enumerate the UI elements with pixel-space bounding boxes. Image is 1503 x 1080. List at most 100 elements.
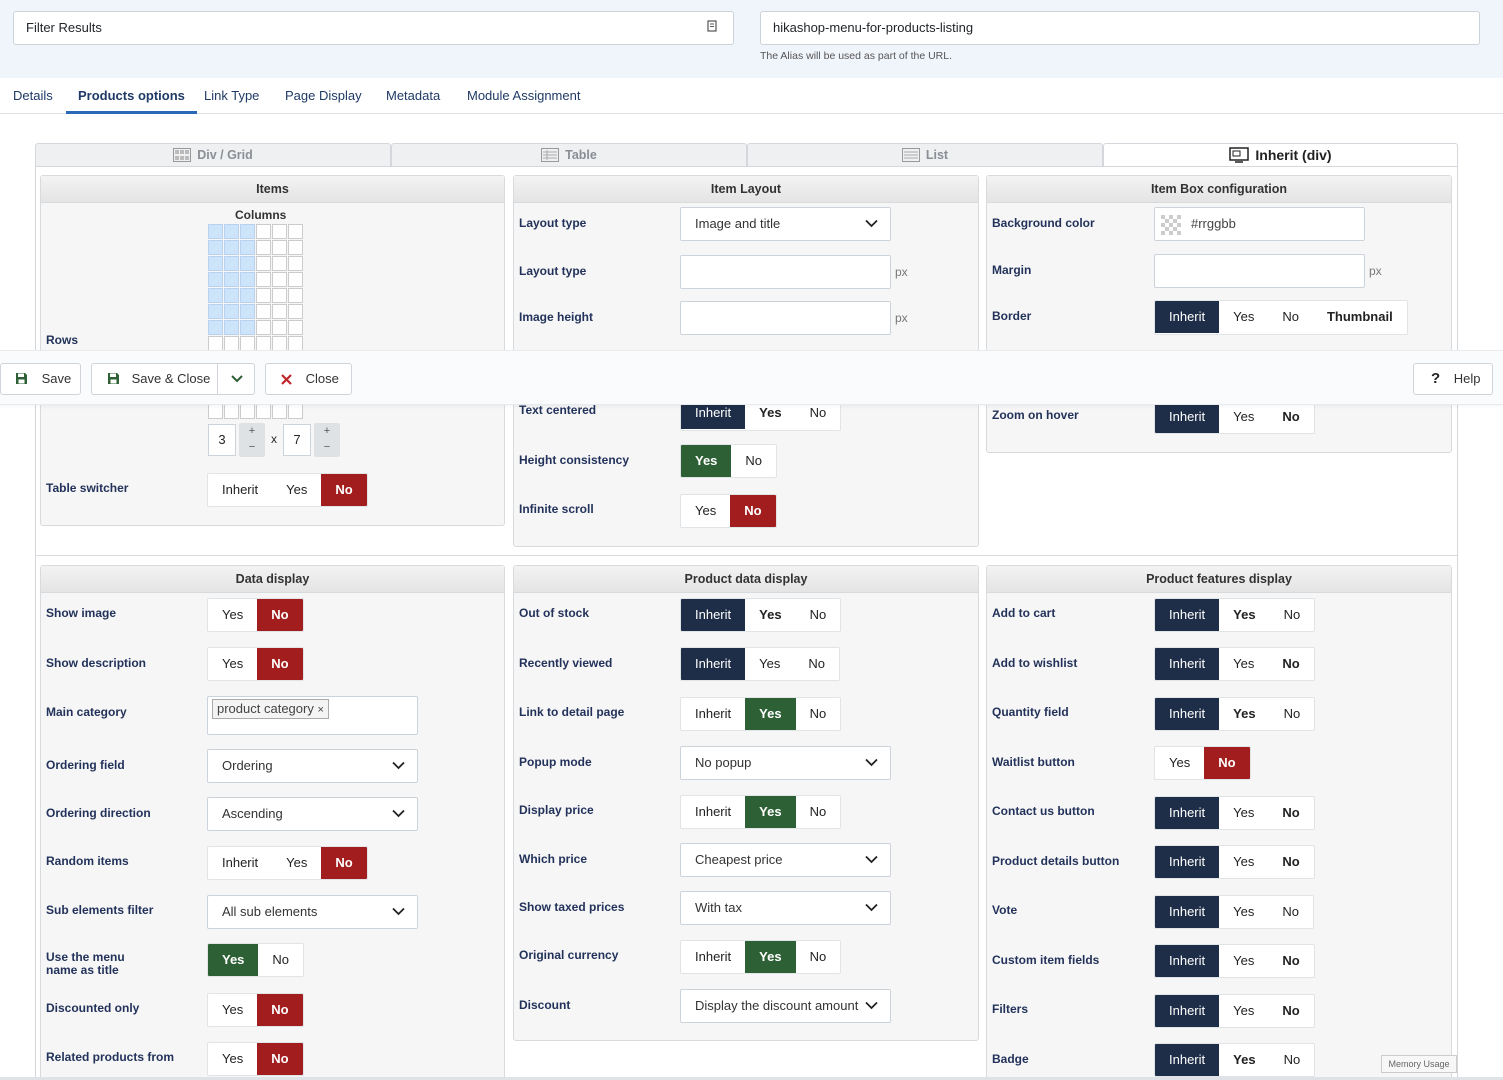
option-yes[interactable]: Yes	[222, 1051, 244, 1066]
columns-rows-grid[interactable]	[208, 224, 304, 352]
option-inherit[interactable]: Inherit	[681, 648, 746, 680]
option-yes[interactable]: Yes	[222, 656, 244, 671]
discount-select[interactable]: Display the discount amount	[680, 989, 891, 1023]
tab-details[interactable]: Details	[13, 88, 53, 103]
option-thumbnail[interactable]: Thumbnail	[1326, 309, 1393, 324]
background-color-input[interactable]: #rrggbb	[1154, 207, 1365, 241]
table-switcher-toggle[interactable]: Inherit Yes No	[207, 473, 368, 507]
option-no[interactable]: No	[745, 453, 763, 468]
filters-toggle[interactable]: Inherit Yes No	[1154, 994, 1315, 1028]
infinite-scroll-toggle[interactable]: Yes No	[680, 494, 777, 528]
option-no[interactable]: No	[809, 405, 827, 420]
option-yes[interactable]: Yes	[759, 656, 781, 671]
layout-tab-inherit[interactable]: Inherit (div)	[1103, 143, 1458, 167]
option-yes[interactable]: Yes	[759, 405, 782, 420]
option-yes[interactable]: Yes	[1233, 607, 1256, 622]
option-yes[interactable]: Yes	[1233, 656, 1255, 671]
related-products-toggle[interactable]: Yes No	[207, 1042, 304, 1076]
option-inherit[interactable]: Inherit	[1155, 401, 1220, 433]
option-inherit[interactable]: Inherit	[1155, 648, 1220, 680]
popup-mode-select[interactable]: No popup	[680, 746, 891, 780]
zoom-on-hover-toggle[interactable]: Inherit Yes No	[1154, 400, 1315, 434]
option-yes[interactable]: Yes	[1233, 409, 1255, 424]
option-no[interactable]: No	[272, 952, 290, 967]
option-yes[interactable]: Yes	[1233, 309, 1255, 324]
option-inherit[interactable]: Inherit	[681, 599, 746, 631]
option-no[interactable]: No	[257, 1043, 303, 1075]
option-no[interactable]: No	[1283, 607, 1301, 622]
layout-tab-table[interactable]: Table	[391, 143, 747, 166]
layout-type-select[interactable]: Image and title	[680, 207, 891, 241]
rows-stepper[interactable]: + −	[314, 423, 340, 457]
badge-toggle[interactable]: Inherit Yes No	[1154, 1043, 1316, 1077]
option-no[interactable]: No	[1282, 1003, 1300, 1018]
close-button[interactable]: Close	[265, 363, 352, 395]
tab-products-options[interactable]: Products options	[66, 78, 197, 114]
title-input[interactable]: Filter Results	[13, 11, 734, 45]
display-price-toggle[interactable]: Inherit Yes No	[680, 795, 842, 829]
option-inherit[interactable]: Inherit	[1155, 797, 1220, 829]
option-no[interactable]: No	[809, 706, 827, 721]
option-yes[interactable]: Yes	[222, 1002, 244, 1017]
rows-count-input[interactable]: 7	[283, 424, 311, 456]
option-yes[interactable]: Yes	[1233, 805, 1255, 820]
save-button[interactable]: Save	[0, 363, 81, 395]
help-button[interactable]: ? Help	[1413, 363, 1493, 395]
menu-name-title-toggle[interactable]: Yes No	[207, 943, 305, 977]
option-no[interactable]: No	[1282, 805, 1300, 820]
sub-elements-filter-select[interactable]: All sub elements	[207, 895, 418, 929]
link-detail-toggle[interactable]: Inherit Yes No	[680, 697, 842, 731]
columns-rows-grid-tail[interactable]	[208, 404, 304, 420]
image-height-input[interactable]	[680, 301, 891, 335]
chevron-down-icon[interactable]	[231, 375, 243, 383]
option-yes[interactable]: Yes	[1233, 854, 1255, 869]
option-yes[interactable]: Yes	[1233, 1003, 1255, 1018]
option-no[interactable]: No	[257, 648, 303, 680]
option-no[interactable]: No	[1282, 309, 1299, 324]
option-inherit[interactable]: Inherit	[1155, 1044, 1220, 1076]
minus-icon[interactable]: −	[248, 441, 256, 453]
waitlist-toggle[interactable]: Yes No	[1154, 746, 1251, 780]
color-swatch-icon[interactable]	[1161, 215, 1183, 235]
vote-toggle[interactable]: Inherit Yes No	[1154, 895, 1314, 929]
random-items-toggle[interactable]: Inherit Yes No	[207, 846, 368, 880]
option-inherit[interactable]: Inherit	[1155, 995, 1220, 1027]
option-no[interactable]: No	[809, 804, 827, 819]
option-yes[interactable]: Yes	[1169, 755, 1191, 770]
option-no[interactable]: No	[1283, 706, 1301, 721]
clipboard-icon[interactable]	[707, 12, 717, 44]
option-yes[interactable]: Yes	[745, 941, 796, 973]
ordering-direction-select[interactable]: Ascending	[207, 797, 418, 831]
option-yes[interactable]: Yes	[1233, 953, 1255, 968]
which-price-select[interactable]: Cheapest price	[680, 843, 891, 877]
option-inherit[interactable]: Inherit	[222, 482, 259, 497]
option-no[interactable]: No	[809, 949, 827, 964]
option-yes[interactable]: Yes	[695, 503, 717, 518]
layout-type-2-input[interactable]	[680, 255, 891, 289]
layout-tab-div-grid[interactable]: Div / Grid	[35, 143, 391, 166]
option-no[interactable]: No	[1282, 656, 1300, 671]
option-no[interactable]: No	[1282, 904, 1299, 919]
discounted-only-toggle[interactable]: Yes No	[207, 993, 304, 1027]
margin-input[interactable]	[1154, 254, 1365, 288]
option-no[interactable]: No	[257, 994, 303, 1026]
option-inherit[interactable]: Inherit	[1155, 846, 1220, 878]
plus-icon[interactable]: +	[323, 425, 331, 437]
option-inherit[interactable]: Inherit	[1155, 945, 1220, 977]
option-yes[interactable]: Yes	[745, 796, 796, 828]
option-inherit[interactable]: Inherit	[1155, 698, 1220, 730]
original-currency-toggle[interactable]: Inherit Yes No	[680, 940, 842, 974]
option-no[interactable]: No	[730, 495, 776, 527]
option-inherit[interactable]: Inherit	[222, 855, 259, 870]
option-inherit[interactable]: Inherit	[695, 706, 732, 721]
columns-count-input[interactable]: 3	[208, 424, 236, 456]
option-no[interactable]: No	[321, 474, 367, 506]
option-no[interactable]: No	[808, 656, 825, 671]
border-toggle[interactable]: Inherit Yes No Thumbnail	[1154, 300, 1408, 335]
option-no[interactable]: No	[321, 847, 367, 879]
alias-input[interactable]: hikashop-menu-for-products-listing	[760, 11, 1480, 45]
option-yes[interactable]: Yes	[1233, 904, 1255, 919]
height-consistency-toggle[interactable]: Yes No	[680, 444, 778, 478]
add-to-cart-toggle[interactable]: Inherit Yes No	[1154, 598, 1316, 632]
option-inherit[interactable]: Inherit	[1155, 896, 1220, 928]
